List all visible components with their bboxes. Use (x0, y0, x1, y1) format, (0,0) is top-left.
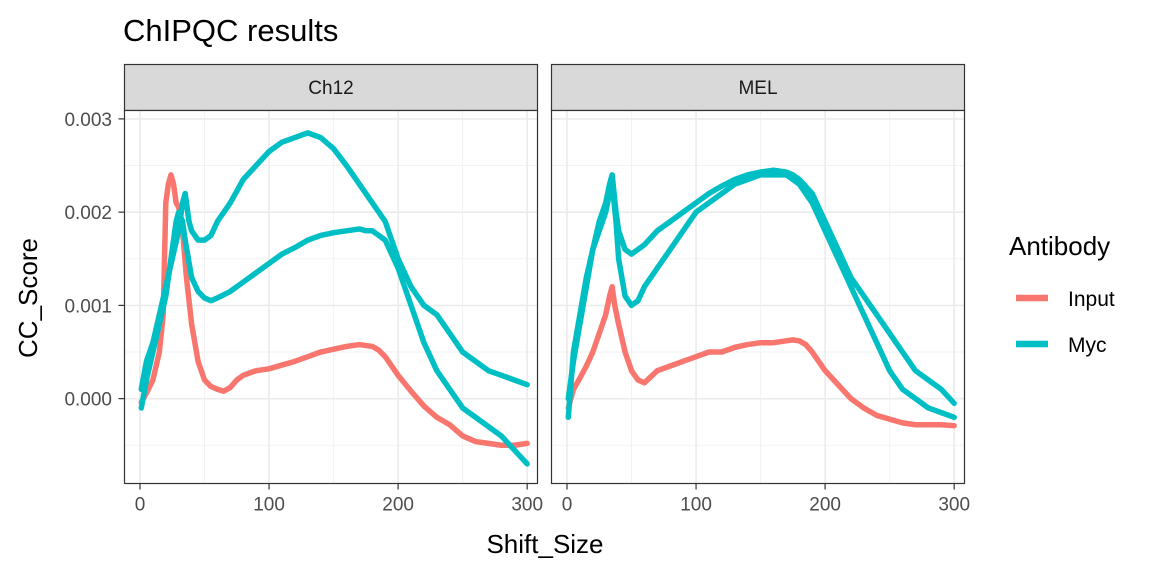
strip-label: Ch12 (308, 78, 353, 99)
legend-label-myc: Myc (1068, 334, 1107, 357)
series-lines (565, 167, 957, 429)
series-line-input (138, 172, 530, 449)
facet-panel-ch12: Ch12 (123, 63, 539, 485)
y-axis-title: CC_Score (13, 238, 43, 358)
y-tick-label: 0.001 (64, 296, 112, 317)
facet-panel-mel: MEL (550, 63, 966, 485)
x-axis: 0 100 200 300 0 100 200 300 (135, 483, 970, 516)
series-line-myc (565, 167, 957, 407)
x-tick-label: 200 (809, 495, 841, 516)
strip-background (550, 63, 966, 112)
series-line-myc (138, 209, 530, 467)
legend-label-input: Input (1068, 288, 1115, 311)
x-tick-label: 100 (680, 495, 712, 516)
legend: Antibody Input Myc (1009, 231, 1115, 357)
x-tick-label: 300 (511, 495, 543, 516)
x-tick-label: 100 (253, 495, 285, 516)
x-tick-label: 300 (938, 495, 970, 516)
x-tick-label: 0 (562, 495, 573, 516)
grid-lines (551, 110, 965, 484)
chart-title: ChIPQC results (123, 13, 338, 48)
y-axis: 0.000 0.001 0.002 0.003 (64, 110, 125, 411)
y-tick-label: 0.002 (64, 203, 112, 224)
y-tick-label: 0.000 (64, 390, 112, 411)
x-axis-title: Shift_Size (486, 529, 603, 559)
series-lines (138, 130, 530, 467)
x-tick-label: 200 (382, 495, 414, 516)
strip-background (123, 63, 539, 112)
panel-border (123, 109, 539, 485)
y-tick-label: 0.003 (64, 110, 112, 131)
series-line-input (565, 283, 957, 429)
x-tick-label: 0 (135, 495, 146, 516)
strip-label: MEL (738, 78, 777, 99)
legend-title: Antibody (1009, 231, 1110, 261)
grid-lines (124, 110, 538, 484)
panel-background (124, 110, 538, 484)
panel-border (550, 109, 966, 485)
